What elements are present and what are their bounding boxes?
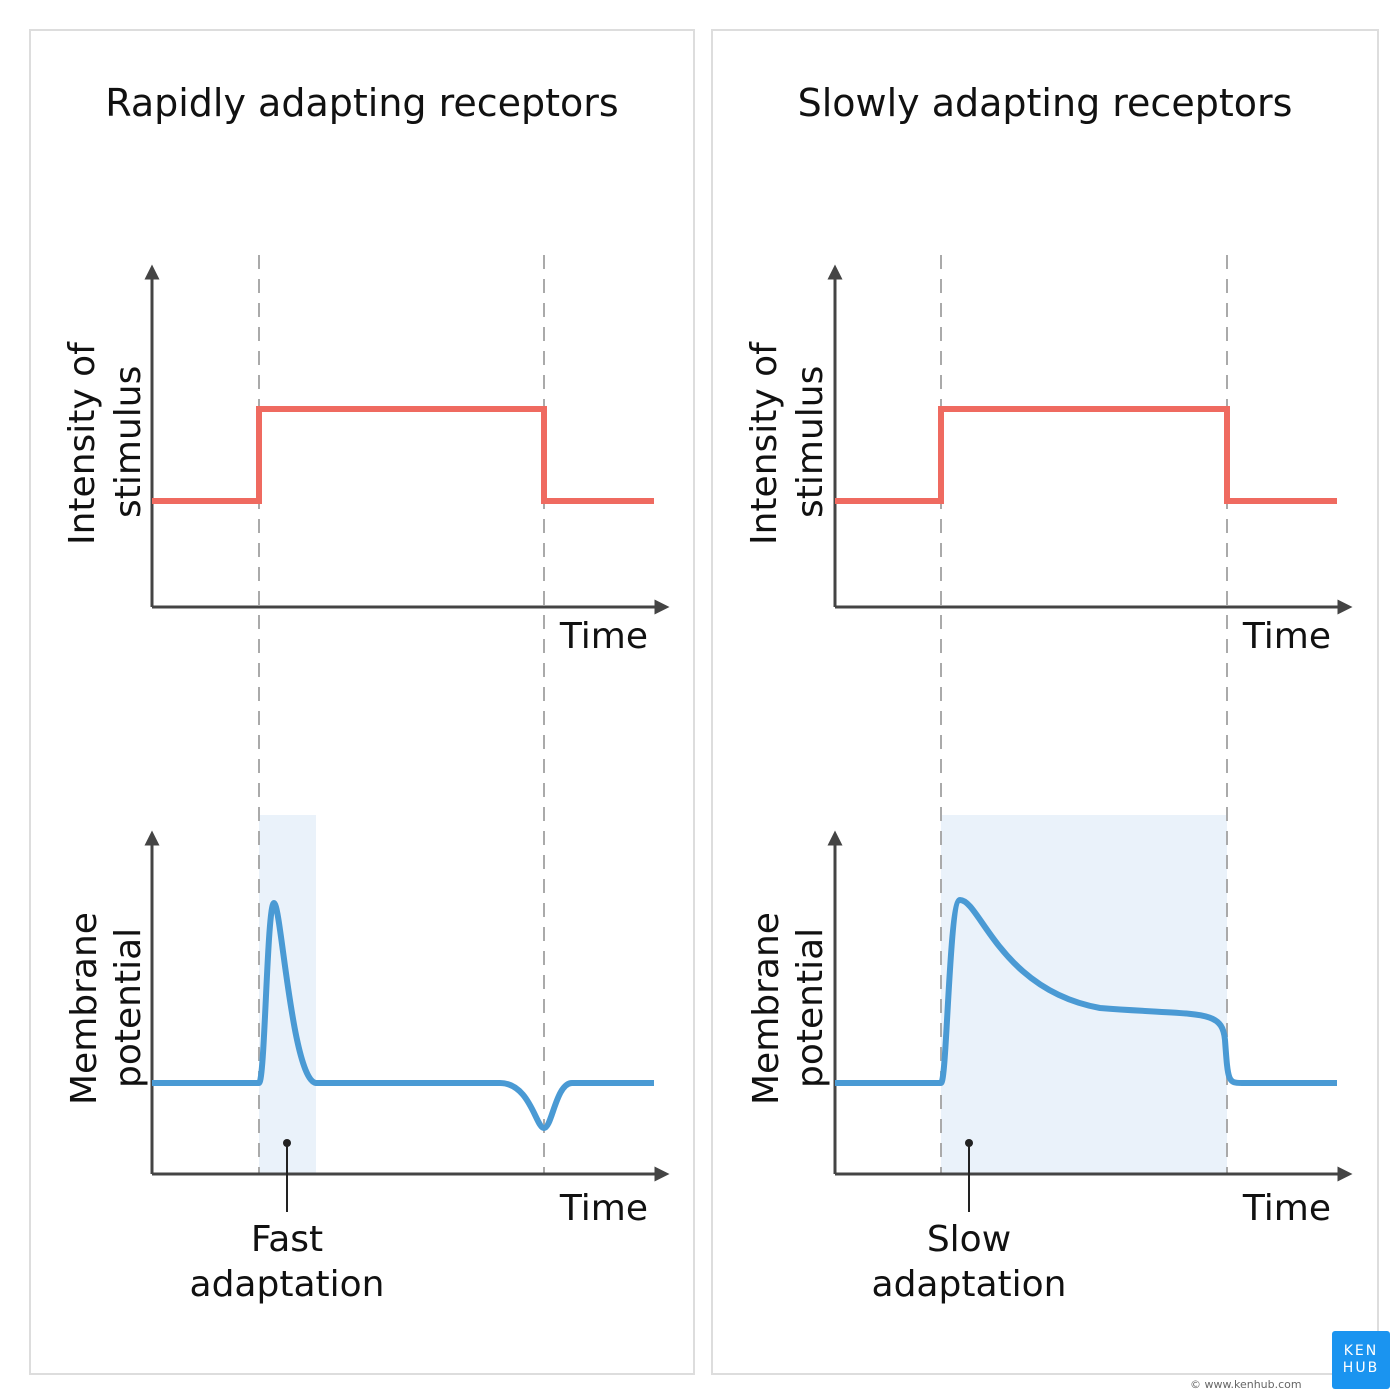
top-ylabel-1: Intensity of (744, 341, 785, 545)
panel-slow: Slowly adapting receptors Intensity of s… (711, 29, 1379, 1375)
annotation-line-1: Slow (927, 1219, 1011, 1260)
panel-title: Rapidly adapting receptors (105, 81, 618, 125)
stimulus-curve (835, 406, 1337, 504)
top-ylabel-2: stimulus (108, 366, 149, 518)
bottom-xlabel: Time (1242, 1188, 1331, 1229)
bottom-ylabel-1: Membrane (64, 912, 105, 1105)
annotation-line-2: adaptation (872, 1264, 1067, 1305)
annotation-line-2: adaptation (190, 1264, 385, 1305)
copyright: © www.kenhub.com (1190, 1378, 1302, 1391)
logo-line-1: KEN (1343, 1343, 1379, 1359)
membrane-potential-curve (835, 896, 1337, 1086)
top-xlabel: Time (1242, 616, 1331, 657)
bottom-ylabel-2: potential (108, 928, 149, 1088)
bottom-ylabel-2: potential (790, 928, 831, 1088)
panel-title: Slowly adapting receptors (798, 81, 1293, 125)
membrane-potential-curve (152, 899, 654, 1132)
bottom-xlabel: Time (559, 1188, 648, 1229)
panel-border (711, 29, 1379, 1375)
stimulus-curve (152, 406, 654, 504)
annotation-line-1: Fast (251, 1219, 323, 1260)
panel-border (29, 29, 695, 1375)
bottom-ylabel-1: Membrane (746, 912, 787, 1105)
logo-line-2: HUB (1342, 1360, 1380, 1376)
panel-rapid: Rapidly adapting receptors Intensity of … (29, 29, 695, 1375)
top-ylabel-1: Intensity of (62, 341, 103, 545)
top-xlabel: Time (559, 616, 648, 657)
slow-adaptation-highlight (941, 815, 1227, 1174)
kenhub-logo: KEN HUB (1332, 1331, 1390, 1389)
top-ylabel-2: stimulus (790, 366, 831, 518)
